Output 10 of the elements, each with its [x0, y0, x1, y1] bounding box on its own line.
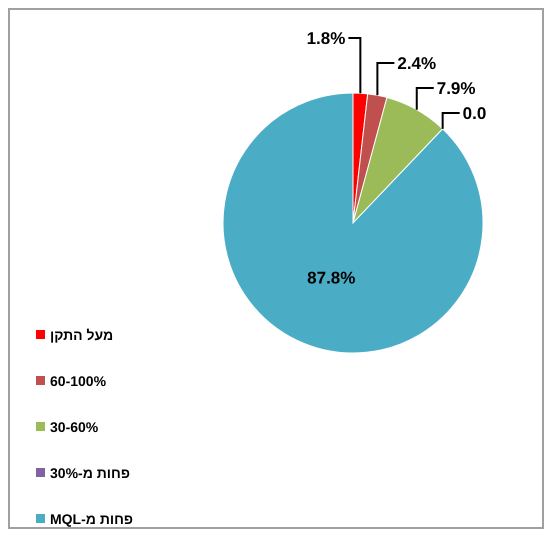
legend-label: 60-100% [50, 373, 107, 389]
legend-label: פחות מ-MQL [50, 511, 134, 527]
legend-label: מעל התקן [50, 327, 114, 343]
data-label: 2.4% [397, 54, 436, 73]
legend-label: 30-60% [50, 419, 99, 435]
data-label: 1.8% [306, 29, 346, 48]
text: 0.0 [462, 104, 486, 123]
data-label: 7.9% [436, 79, 476, 98]
legend-label: פחות מ-30% [50, 465, 130, 481]
data-label: 87.8% [307, 268, 356, 288]
